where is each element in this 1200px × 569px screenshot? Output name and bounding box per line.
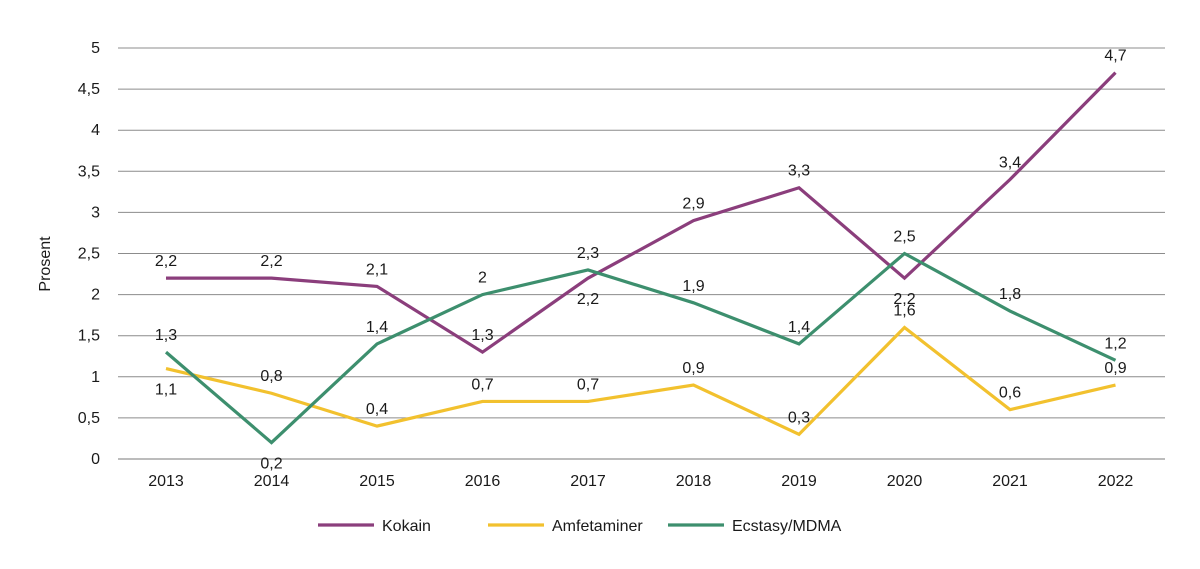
- x-tick-label: 2018: [676, 473, 712, 490]
- y-axis-title: Prosent: [37, 236, 54, 292]
- x-tick-label: 2014: [254, 473, 290, 490]
- data-label: 0,7: [577, 376, 599, 393]
- data-label: 0,4: [366, 401, 388, 418]
- data-label: 1,1: [155, 382, 177, 399]
- x-tick-label: 2019: [781, 473, 817, 490]
- data-label: 1,4: [366, 319, 388, 336]
- data-label: 1,2: [1104, 335, 1126, 352]
- x-tick-label: 2021: [992, 473, 1028, 490]
- data-label: 2,2: [893, 291, 915, 308]
- data-label: 0,7: [471, 376, 493, 393]
- y-tick-label: 3: [91, 204, 100, 221]
- series-line-amfetaminer: [165, 325, 1116, 437]
- x-tick-label: 2020: [887, 473, 923, 490]
- data-label: 3,3: [788, 163, 810, 180]
- data-label: 2,9: [682, 196, 704, 213]
- x-tick-label: 2016: [465, 473, 501, 490]
- data-label: 3,4: [999, 155, 1021, 172]
- x-tick-label: 2017: [570, 473, 606, 490]
- data-label: 1,8: [999, 286, 1021, 303]
- data-label: 0,9: [682, 360, 704, 377]
- data-label: 2,3: [577, 245, 599, 262]
- data-label: 1,9: [682, 278, 704, 295]
- y-tick-label: 0: [91, 451, 100, 468]
- data-label: 2,1: [366, 261, 388, 278]
- y-tick-label: 2,5: [78, 246, 100, 263]
- data-label: 0,2: [260, 456, 282, 473]
- y-tick-label: 2: [91, 287, 100, 304]
- y-tick-label: 0,5: [78, 410, 100, 427]
- data-label: 1,6: [893, 302, 915, 319]
- data-label: 1,4: [788, 319, 810, 336]
- data-label: 2,2: [577, 291, 599, 308]
- x-tick-label: 2015: [359, 473, 395, 490]
- data-label: 1,3: [155, 327, 177, 344]
- y-tick-label: 4: [91, 122, 100, 139]
- x-tick-label: 2013: [148, 473, 184, 490]
- y-tick-label: 5: [91, 40, 100, 57]
- data-label: 1,3: [471, 327, 493, 344]
- y-tick-label: 3,5: [78, 163, 100, 180]
- data-label: 0,3: [788, 409, 810, 426]
- series-line-kokain: [166, 71, 1117, 355]
- legend-label: Kokain: [382, 518, 431, 535]
- data-label: 2: [478, 270, 487, 287]
- data-label: 0,6: [999, 385, 1021, 402]
- data-label: 2,2: [155, 253, 177, 270]
- series-line-ecstasy-mdma: [164, 251, 1117, 445]
- y-tick-label: 1: [91, 369, 100, 386]
- x-tick-label: 2022: [1098, 473, 1134, 490]
- data-label: 2,2: [260, 253, 282, 270]
- legend-label: Amfetaminer: [552, 518, 643, 535]
- y-tick-label: 1,5: [78, 328, 100, 345]
- y-tick-label: 4,5: [78, 81, 100, 98]
- data-label: 4,7: [1104, 48, 1126, 65]
- legend-label: Ecstasy/MDMA: [732, 518, 842, 535]
- data-label: 2,5: [893, 229, 915, 246]
- data-label: 0,8: [260, 368, 282, 385]
- data-label: 0,9: [1104, 360, 1126, 377]
